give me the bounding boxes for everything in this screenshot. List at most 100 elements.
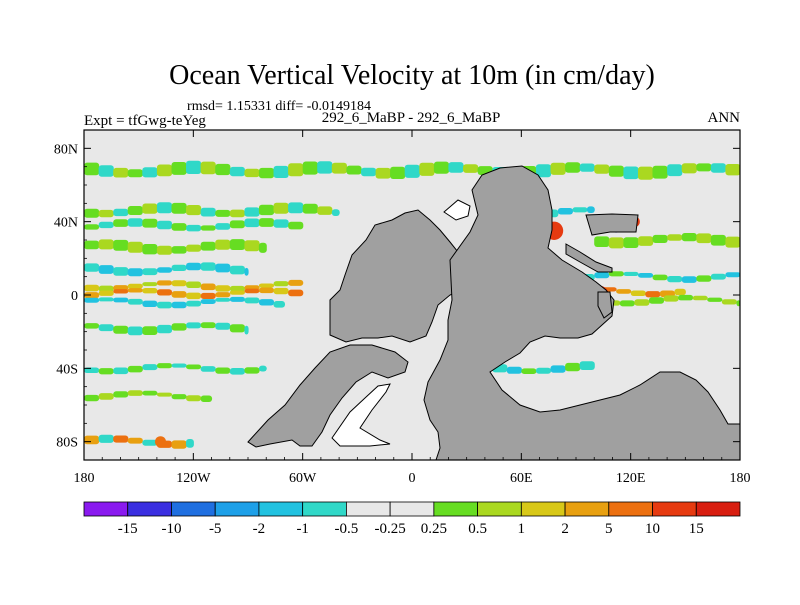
velocity-band-cell (681, 163, 697, 174)
velocity-band-cell (127, 268, 143, 277)
colorbar-swatch (127, 501, 172, 517)
velocity-band-cell (171, 291, 187, 298)
velocity-band-cell (186, 364, 202, 370)
velocity-band-cell (171, 223, 187, 231)
velocity-band-cell (244, 288, 260, 294)
velocity-band-cell (215, 239, 231, 250)
velocity-band-cell (550, 365, 566, 373)
velocity-band-cell (638, 236, 654, 246)
velocity-band-cell (113, 208, 129, 217)
velocity-band-cell (652, 234, 668, 243)
velocity-band-cell (84, 208, 100, 218)
colorbar-swatch (564, 501, 610, 517)
velocity-band-cell (186, 244, 202, 252)
colorbar-label: 0.25 (421, 521, 447, 537)
velocity-band-cell (667, 276, 683, 283)
velocity-band-cell (550, 162, 566, 175)
colorbar-label: -5 (209, 521, 222, 537)
velocity-band-cell (623, 237, 639, 248)
colorbar-label: 2 (561, 521, 569, 537)
velocity-band-cell (579, 163, 595, 172)
velocity-band-cell (156, 280, 173, 286)
velocity-band-cell (288, 289, 304, 297)
velocity-band-cell (142, 326, 158, 335)
velocity-band-cell (302, 161, 318, 175)
velocity-band-cell (244, 240, 260, 252)
velocity-band-cell (736, 300, 740, 307)
velocity-band-cell (84, 297, 100, 303)
velocity-band-cell (535, 164, 552, 178)
velocity-band-cell (273, 281, 289, 287)
velocity-band-cell (710, 273, 726, 280)
velocity-band-cell (156, 363, 173, 369)
colorbar-label: -0.25 (374, 521, 405, 537)
velocity-band-cell (645, 291, 661, 298)
land-continent-c (423, 165, 740, 460)
colorbar-swatch (652, 501, 697, 517)
stats-subtitle: rmsd= 1.15331 diff= -0.0149184 (187, 99, 371, 114)
velocity-band-cell (200, 299, 216, 304)
velocity-band-cell (273, 287, 289, 295)
velocity-band-cell (565, 162, 581, 173)
velocity-band-cell (302, 203, 318, 214)
velocity-band-cell (113, 391, 129, 398)
velocity-band-cell (725, 164, 740, 176)
velocity-band-cell (127, 288, 143, 293)
velocity-band-cell (84, 284, 100, 292)
velocity-band-cell (229, 166, 245, 177)
colorbar-label: -0.5 (335, 521, 359, 537)
velocity-band-cell (535, 367, 552, 374)
colorbar-label: -15 (118, 521, 138, 537)
velocity-band-cell (215, 322, 231, 330)
velocity-band-cell (84, 292, 100, 299)
velocity-band-cell (692, 295, 708, 301)
velocity-band-cell (84, 240, 100, 250)
velocity-band-cell (98, 165, 114, 177)
velocity-band-cell (375, 167, 391, 179)
velocity-band-cell (98, 290, 114, 296)
velocity-band-cell (200, 207, 216, 217)
velocity-band-cell (288, 279, 304, 286)
velocity-band-cell (667, 234, 683, 241)
velocity-band-cell (142, 167, 158, 178)
land-island-east (597, 291, 613, 319)
velocity-band-cell (200, 262, 216, 271)
velocity-band-cell (258, 287, 275, 294)
x-tick-label: 60W (289, 471, 317, 486)
velocity-band-cell (229, 324, 245, 333)
velocity-band-cell (721, 299, 737, 305)
velocity-band-cell (84, 162, 100, 176)
velocity-band-cell (84, 224, 100, 230)
x-tick-label: 180 (730, 471, 751, 486)
velocity-band-cell (98, 239, 114, 250)
velocity-band-cell (229, 368, 245, 375)
colorbar-swatch (171, 501, 216, 517)
experiment-label: Expt = tfGwg-teYeg (84, 113, 206, 129)
velocity-band-cell (696, 233, 712, 244)
velocity-band-cell (572, 207, 588, 213)
velocity-band-cell (696, 275, 712, 282)
colorbar-swatch (433, 501, 478, 517)
velocity-band-cell (113, 219, 129, 227)
velocity-band-cell (156, 289, 173, 296)
velocity-band-cell (258, 218, 275, 227)
map-plot-area (84, 130, 740, 460)
y-tick-label: 80N (54, 142, 78, 157)
colorbar-label: 1 (518, 521, 526, 537)
velocity-band-cell (667, 164, 683, 177)
colorbar (83, 501, 741, 517)
velocity-band-cell (127, 437, 143, 444)
velocity-band-cell (273, 165, 289, 178)
velocity-band-cell (258, 299, 275, 306)
velocity-band-cell (171, 280, 187, 287)
velocity-band-cell (98, 221, 114, 229)
velocity-band-cell (215, 297, 231, 302)
velocity-band-cell (142, 203, 158, 214)
y-tick-label: 80S (56, 436, 78, 451)
colorbar-label: 0.5 (468, 521, 487, 537)
velocity-band-cell (127, 298, 143, 305)
velocity-band-cell (244, 297, 260, 304)
velocity-band-cell (331, 209, 340, 216)
velocity-band-cell (258, 167, 275, 179)
colorbar-swatch (520, 501, 566, 517)
